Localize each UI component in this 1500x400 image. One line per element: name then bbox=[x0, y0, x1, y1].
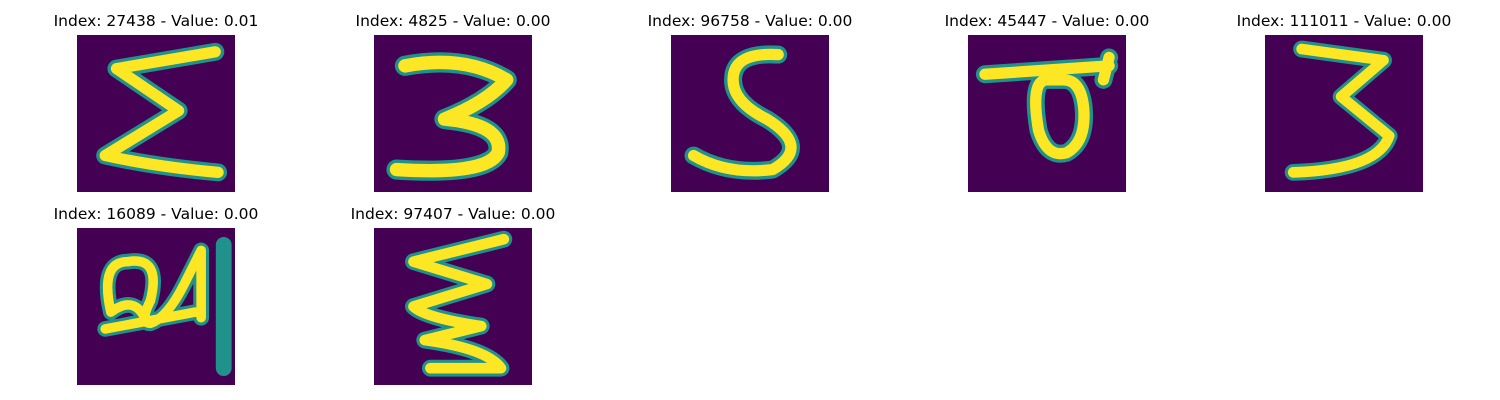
digit-image bbox=[77, 35, 235, 192]
panel-title: Index: 111011 - Value: 0.00 bbox=[1236, 12, 1452, 30]
digit-image bbox=[374, 35, 532, 192]
digit-image bbox=[671, 35, 829, 192]
panel-title: Index: 45447 - Value: 0.00 bbox=[944, 12, 1150, 30]
panel-title: Index: 27438 - Value: 0.01 bbox=[53, 12, 259, 30]
panel-title: Index: 4825 - Value: 0.00 bbox=[355, 12, 551, 30]
digit-image bbox=[374, 228, 532, 385]
panel-title: Index: 96758 - Value: 0.00 bbox=[647, 12, 853, 30]
digit-image bbox=[968, 35, 1126, 192]
digit-image bbox=[77, 228, 235, 385]
panel-title: Index: 16089 - Value: 0.00 bbox=[53, 205, 259, 223]
panel-title: Index: 97407 - Value: 0.00 bbox=[350, 205, 556, 223]
digit-image bbox=[1265, 35, 1423, 192]
